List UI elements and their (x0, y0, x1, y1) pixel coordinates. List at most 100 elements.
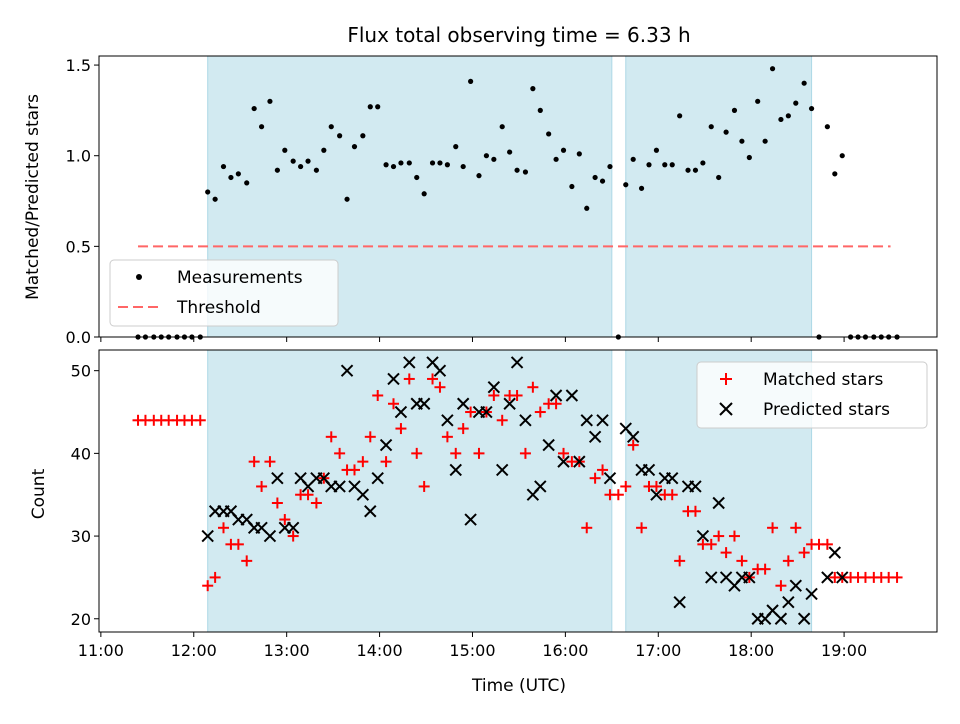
measurement-point (530, 86, 536, 92)
count-y-axis-label: Count (29, 468, 49, 519)
x-tick-label: 13:00 (264, 641, 310, 660)
matched-star-point (279, 514, 291, 526)
x-stroke-b (673, 596, 686, 609)
predicted-star-point (403, 356, 416, 369)
x-stroke-b (263, 529, 277, 543)
measurement-point (793, 100, 799, 106)
legend-measurements-marker (136, 274, 142, 280)
y-tick-label: 20 (71, 610, 91, 629)
matched-star-point (357, 456, 369, 468)
matched-star-point (581, 522, 593, 534)
matched-star-point (380, 456, 392, 468)
predicted-star-point (487, 381, 501, 394)
x-stroke-b (712, 496, 725, 510)
measurement-point (731, 107, 738, 113)
matched-star-point (666, 489, 678, 501)
matched-star-point (403, 373, 415, 385)
measurement-point (553, 156, 559, 162)
measurement-point (483, 153, 490, 159)
predicted-star-point (805, 587, 818, 601)
predicted-star-point (286, 521, 300, 535)
x-stroke-b (286, 521, 300, 535)
measurement-point (716, 174, 722, 181)
measurement-point (444, 162, 450, 168)
measurement-point (429, 160, 436, 166)
predicted-star-point (417, 397, 431, 410)
x-stroke-b (534, 480, 547, 493)
matched-star-point (411, 447, 423, 459)
predicted-star-point (666, 471, 679, 485)
matched-star-point (736, 555, 748, 567)
measurement-point (398, 160, 404, 166)
matched-star-point (334, 447, 346, 459)
matched-star-point (612, 489, 624, 501)
predicted-star-point (596, 414, 609, 427)
measurement-point (321, 147, 327, 153)
x-stroke-b (805, 587, 818, 601)
matched-star-point (348, 464, 360, 476)
measurement-point (746, 154, 752, 161)
measurement-point (778, 116, 784, 123)
predicted-star-point (557, 455, 570, 468)
legend-predicted-marker (719, 402, 733, 416)
matched-star-point (427, 373, 439, 385)
x-stroke-b (271, 471, 284, 485)
matched-star-point (798, 547, 810, 559)
matched-star-point (395, 423, 407, 435)
matched-star-point (705, 538, 717, 550)
matched-star-point (558, 447, 570, 459)
y-tick-label: 1.5 (66, 56, 91, 75)
matched-star-point (891, 571, 903, 583)
matched-star-point (488, 389, 500, 401)
x-stroke-b (828, 546, 842, 559)
x-stroke-b (387, 372, 400, 386)
predicted-star-point (549, 389, 563, 402)
x-stroke-b (836, 571, 849, 584)
matched-star-point (527, 381, 539, 393)
predicted-star-point (503, 397, 516, 410)
predicted-star-point (743, 571, 756, 584)
y-tick-label: 40 (71, 444, 91, 463)
measurement-point (244, 180, 250, 186)
predicted-star-point (774, 612, 788, 625)
measurement-point (832, 171, 838, 177)
predicted-star-point (333, 480, 346, 493)
matched-star-point (418, 480, 430, 492)
measurement-point (337, 133, 343, 139)
measurement-point (251, 105, 257, 112)
matched-star-point (241, 555, 253, 567)
predicted-star-point (356, 488, 370, 501)
x-stroke-b (464, 513, 477, 526)
measurement-point (646, 162, 652, 168)
predicted-star-point (821, 571, 834, 584)
legend-measurements-label: Measurements (177, 268, 303, 288)
predicted-star-point (603, 471, 617, 485)
measurement-point (267, 98, 273, 104)
measurement-point (685, 167, 691, 173)
measurement-point (258, 124, 265, 130)
predicted-star-point (464, 513, 477, 526)
predicted-star-point (201, 529, 214, 543)
matched-star-point (775, 580, 787, 592)
predicted-star-point (588, 430, 602, 444)
predicted-star-point (433, 364, 447, 377)
measurement-point (653, 147, 660, 153)
x-stroke-b (542, 438, 555, 452)
matched-star-point (450, 447, 462, 459)
measurement-point (708, 124, 714, 130)
x-stroke-b (371, 471, 384, 485)
ratio-legend-box (109, 259, 339, 327)
predicted-star-point (565, 389, 579, 402)
measurement-point (476, 173, 482, 179)
measurement-point (723, 129, 729, 135)
x-stroke-b (549, 389, 563, 402)
measurement-point (669, 162, 675, 168)
measurement-point (499, 124, 505, 130)
matched-star-point (627, 439, 639, 451)
matched-star-point (264, 456, 276, 468)
measurement-point (460, 163, 466, 170)
measurement-point (839, 153, 845, 159)
count-y-axis-ticks: 20 30 40 50 (71, 362, 99, 629)
x-stroke-b (441, 414, 454, 427)
